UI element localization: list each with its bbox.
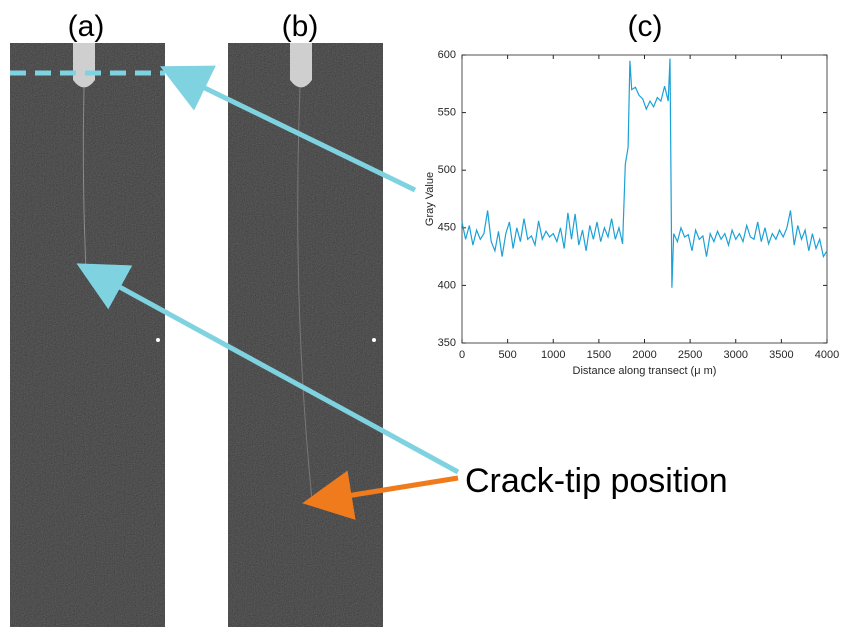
data-line bbox=[461, 58, 828, 288]
y-axis-label: Gray Value bbox=[424, 172, 436, 226]
annotation: Crack-tip position bbox=[465, 462, 728, 500]
panel-label: (b) bbox=[282, 10, 319, 43]
panel-label: (a) bbox=[68, 10, 105, 43]
y-tick-label: 550 bbox=[438, 107, 456, 119]
arrow bbox=[160, 65, 417, 193]
panel-label: (c) bbox=[628, 10, 663, 43]
y-tick-label: 450 bbox=[438, 222, 456, 234]
y-tick-label: 350 bbox=[438, 337, 456, 349]
x-tick-label: 0 bbox=[459, 349, 465, 361]
x-axis-label: Distance along transect (μ m) bbox=[573, 365, 717, 377]
y-tick-label: 600 bbox=[438, 49, 456, 61]
x-tick-label: 2500 bbox=[678, 349, 702, 361]
x-tick-label: 1000 bbox=[541, 349, 565, 361]
x-tick-label: 500 bbox=[498, 349, 516, 361]
arrow bbox=[76, 263, 460, 475]
x-tick-label: 4000 bbox=[815, 349, 839, 361]
y-tick-label: 400 bbox=[438, 279, 456, 291]
x-tick-label: 2000 bbox=[632, 349, 656, 361]
arrow bbox=[302, 470, 459, 520]
x-tick-label: 1500 bbox=[587, 349, 611, 361]
image-a bbox=[10, 43, 165, 627]
x-tick-label: 3000 bbox=[724, 349, 748, 361]
plot-frame bbox=[461, 54, 828, 344]
image-b bbox=[228, 43, 383, 627]
x-tick-label: 3500 bbox=[769, 349, 793, 361]
y-tick-label: 500 bbox=[438, 164, 456, 176]
